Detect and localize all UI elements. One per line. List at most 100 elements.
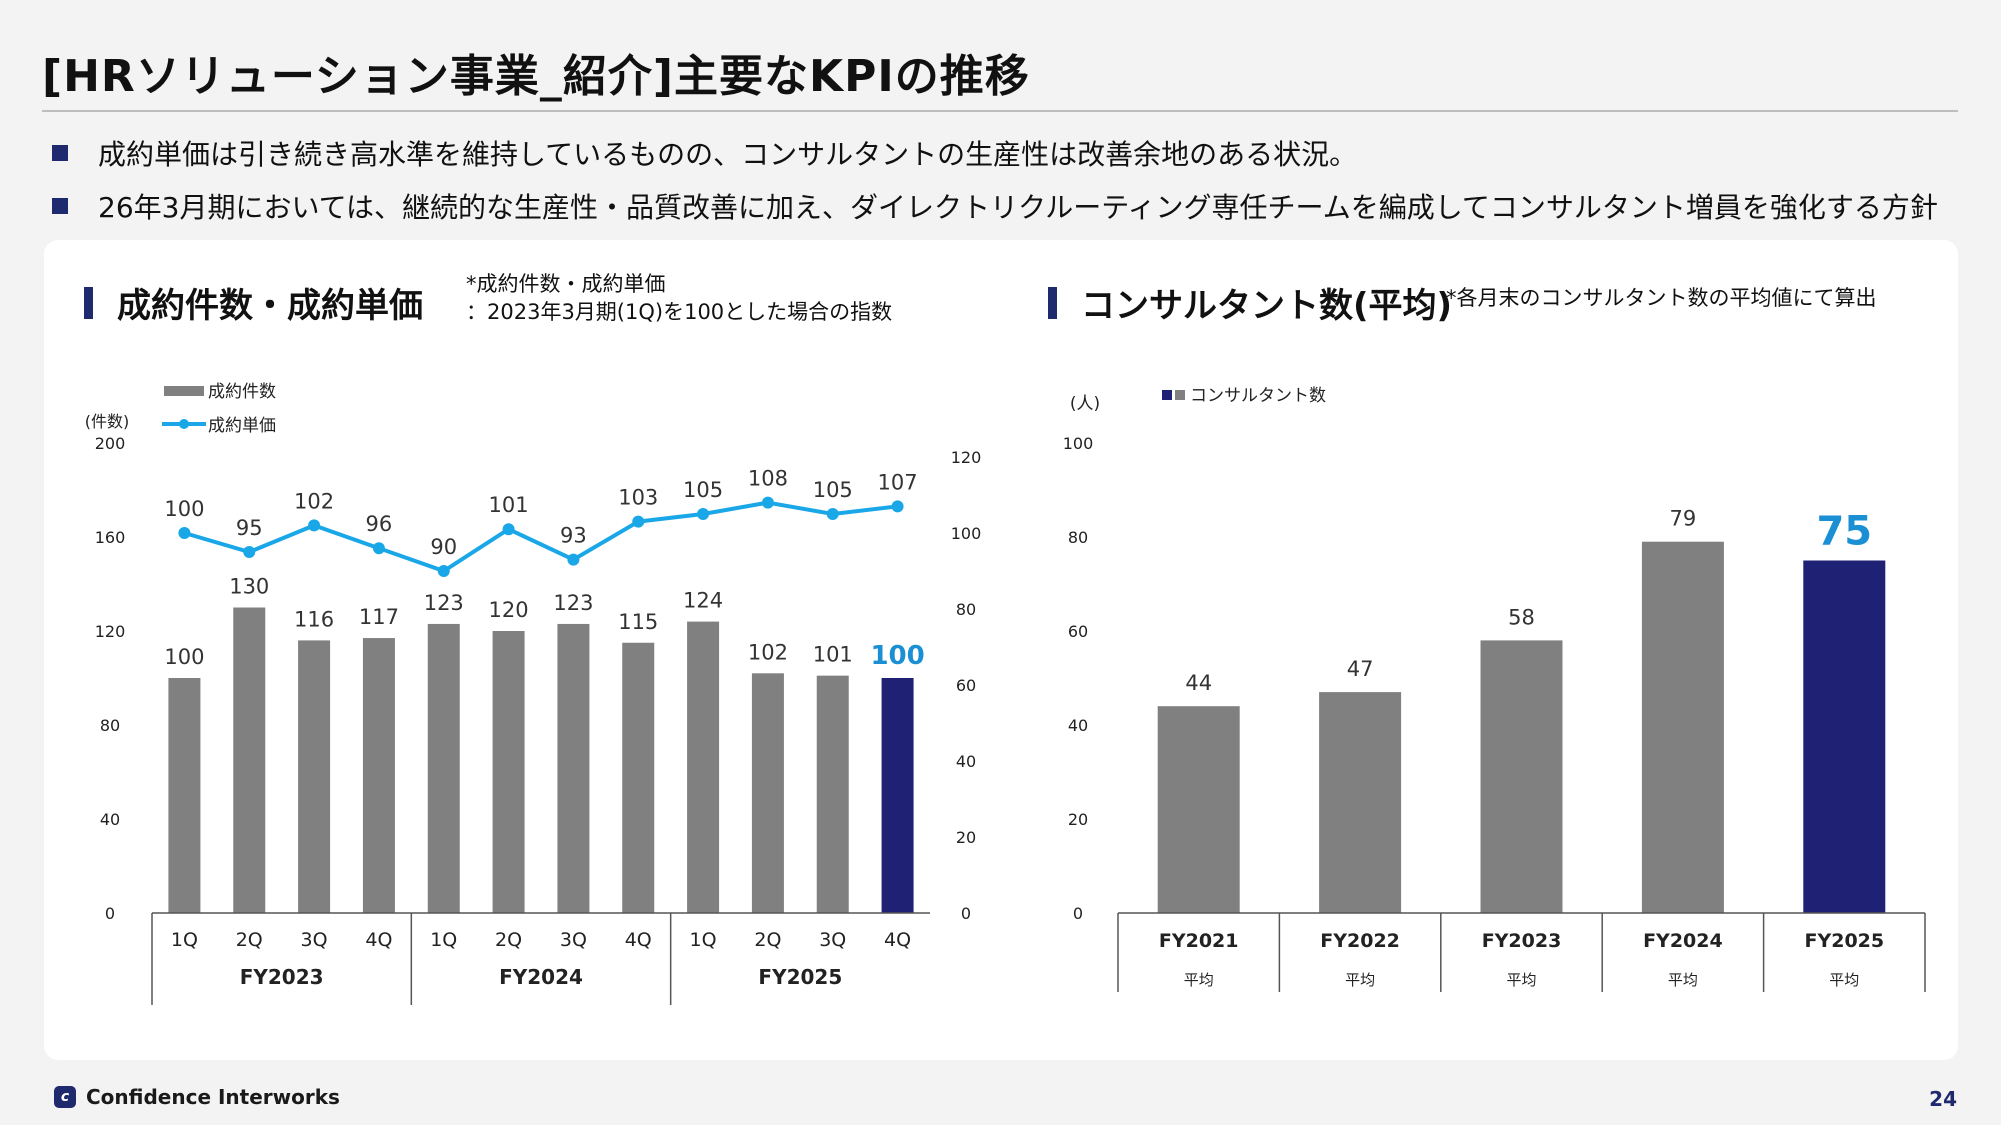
y-left-tick-label: 80: [100, 716, 120, 735]
bar: [622, 642, 655, 913]
bar-value-label: 115: [618, 610, 658, 634]
line-point: [567, 553, 580, 566]
heading-accent-bar: [1048, 286, 1057, 319]
y-left-tick-label: 200: [95, 434, 126, 453]
y-right-tick-label: 60: [956, 676, 976, 695]
bar-value-label: 117: [359, 605, 399, 629]
bar-value-label: 130: [229, 575, 269, 599]
bullet-1: 成約単価は引き続き高水準を維持しているものの、コンサルタントの生産性は改善余地の…: [52, 133, 1357, 173]
line-value-label: 95: [236, 516, 263, 540]
line-point: [891, 500, 904, 513]
right-section-heading-text: コンサルタント数(平均): [1081, 286, 1453, 326]
x-tick-label: 2Q: [236, 929, 263, 951]
bar-value-label: 116: [294, 607, 334, 631]
right-note: *各月末のコンサルタント数の平均値にて算出: [1446, 286, 1877, 310]
x-tick-label: 4Q: [884, 929, 911, 951]
x-tick-label: 1Q: [690, 929, 717, 951]
bullet-2: 26年3月期においては、継続的な生産性・品質改善に加え、ダイレクトリクルーティン…: [52, 186, 1938, 226]
legend-line-label: 成約単価: [208, 416, 276, 436]
x-tick-label: 3Q: [301, 929, 328, 951]
y-right-tick-label: 0: [961, 904, 971, 923]
left-note-line2: ：2023年3月期(1Q)を100とした場合の指数: [466, 300, 893, 324]
bar: [687, 621, 720, 913]
line-value-label: 107: [878, 470, 918, 494]
line-series: [183, 500, 898, 574]
line-value-label: 105: [813, 478, 853, 502]
page-title: [HRソリューション事業_紹介]主要なKPIの推移: [42, 51, 1030, 102]
line-value-label: 93: [560, 524, 587, 548]
y-right-tick-label: 20: [956, 828, 976, 847]
left-section-heading: 成約件数・成約単価: [84, 278, 423, 327]
y-left-tick-label: 40: [100, 810, 120, 829]
line-point: [826, 508, 839, 520]
line-value-label: 108: [748, 467, 788, 491]
left-section-heading-text: 成約件数・成約単価: [117, 286, 423, 326]
line-point: [761, 496, 774, 509]
x-tick-label: 4Q: [365, 929, 392, 951]
bullet-square-icon: [52, 198, 68, 214]
line-value-label: 103: [618, 486, 658, 510]
bar: [168, 678, 201, 913]
line-value-label: 105: [683, 478, 723, 502]
line-point: [243, 546, 256, 558]
title-divider: [42, 110, 1958, 112]
y-right-tick-label: 40: [956, 752, 976, 771]
page-number: 24: [1929, 1087, 1957, 1111]
bar: [362, 638, 395, 913]
y-right-tick-label: 80: [956, 600, 976, 619]
x-tick-label: 3Q: [819, 929, 846, 951]
bar: [233, 607, 266, 913]
bar: [492, 631, 525, 913]
x-tick-label: 2Q: [754, 929, 781, 951]
bar-value-label: 123: [424, 591, 464, 615]
y-left-tick-label: 120: [95, 622, 126, 641]
x-group-label: FY2023: [240, 965, 324, 989]
line-point: [178, 527, 191, 539]
x-tick-label: 4Q: [625, 929, 652, 951]
legend-bar-label: 成約件数: [208, 382, 276, 402]
y-right-tick-label: 100: [951, 524, 982, 543]
line-value-label: 102: [294, 489, 334, 513]
bar-value-label: 120: [489, 598, 529, 622]
bar-value-label: 100: [870, 641, 924, 671]
y-axis-left-label: (件数): [85, 412, 130, 431]
x-tick-label: 1Q: [430, 929, 457, 951]
legend-bar-swatch: [164, 386, 204, 396]
bullet-1-text: 成約単価は引き続き高水準を維持しているものの、コンサルタントの生産性は改善余地の…: [98, 138, 1358, 171]
line-value-label: 96: [366, 512, 393, 536]
line-point: [372, 542, 385, 555]
line-point: [437, 565, 450, 577]
line-point: [308, 519, 321, 532]
bar-value-label: 101: [813, 643, 853, 667]
heading-accent-bar: [84, 286, 93, 319]
x-tick-label: 2Q: [495, 929, 522, 951]
left-note: *成約件数・成約単価 ：2023年3月期(1Q)を100とした場合の指数: [466, 270, 892, 326]
bar-value-label: 123: [553, 591, 593, 615]
line-value-label: 101: [489, 493, 529, 517]
bullet-2-text: 26年3月期においては、継続的な生産性・品質改善に加え、ダイレクトリクルーティン…: [98, 191, 1938, 224]
bar-value-label: 100: [164, 645, 204, 669]
line-point: [632, 515, 645, 528]
bullet-square-icon: [52, 145, 68, 161]
bar: [427, 623, 460, 913]
company-logo: c Confidence Interworks: [54, 1085, 340, 1109]
y-right-tick-label: 120: [951, 448, 982, 467]
line-value-label: 100: [164, 497, 204, 521]
line-point: [502, 523, 515, 536]
bar: [557, 623, 590, 913]
bar: [816, 675, 849, 913]
y-left-tick-label: 0: [105, 904, 115, 923]
company-name: Confidence Interworks: [86, 1085, 340, 1109]
logo-mark-icon: c: [54, 1086, 76, 1108]
line-value-label: 90: [430, 535, 457, 559]
left-note-line1: *成約件数・成約単価: [466, 272, 666, 296]
bar: [751, 673, 784, 913]
x-tick-label: 1Q: [171, 929, 198, 951]
x-tick-label: 3Q: [560, 929, 587, 951]
legend-line-marker: [179, 419, 189, 429]
x-group-label: FY2024: [499, 965, 583, 989]
bar: [881, 678, 914, 913]
bar-value-label: 124: [683, 589, 723, 613]
y-left-tick-label: 160: [95, 528, 126, 547]
